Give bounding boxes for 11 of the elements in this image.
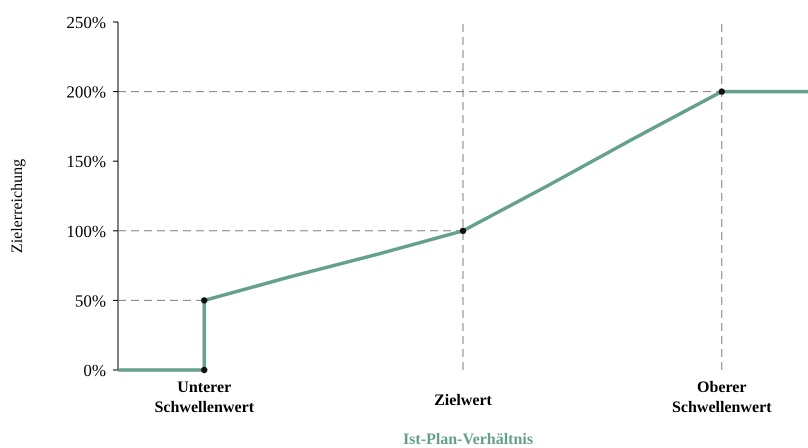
x-tick-label: Unterer Schwellenwert — [154, 379, 255, 416]
y-tick-label: 50% — [74, 291, 106, 310]
y-tick-label: 150% — [66, 152, 106, 172]
y-tick-label: 0% — [83, 360, 106, 380]
y-axis-title: Zielerreichung — [9, 158, 26, 254]
x-tick-label: Oberer Schwellenwert — [672, 379, 772, 416]
x-tick-label: Zielwert — [434, 392, 493, 409]
x-axis-title: Ist-Plan-Verhältnis — [402, 431, 534, 448]
y-tick-label: 200% — [66, 82, 106, 102]
y-tick-label: 250% — [66, 12, 106, 32]
y-tick-label: 100% — [66, 222, 106, 241]
